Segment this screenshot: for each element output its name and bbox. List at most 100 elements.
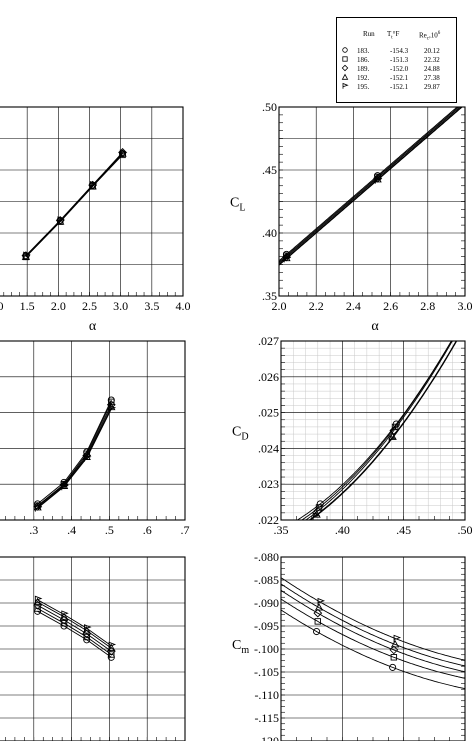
legend-run: 195. bbox=[357, 83, 370, 91]
circle-marker bbox=[83, 636, 91, 644]
x-tick-label: .7 bbox=[181, 523, 190, 537]
y-tick-label: -.080 bbox=[254, 550, 279, 564]
diamond-marker bbox=[106, 400, 116, 410]
x-axis-label: α bbox=[371, 319, 379, 334]
legend-tt: -151.3 bbox=[390, 56, 409, 64]
legend-tt: -154.3 bbox=[390, 47, 409, 55]
x-axis-label: α bbox=[89, 319, 97, 334]
legend-row: 189. -152.0 24.88 bbox=[341, 64, 454, 73]
diamond-marker bbox=[82, 629, 92, 639]
x-tick-label: 4.0 bbox=[176, 299, 191, 313]
series-line bbox=[301, 341, 453, 520]
y-tick-label: -.120 bbox=[254, 734, 279, 741]
triangle-marker bbox=[82, 626, 91, 634]
x-tick-label: .50 bbox=[458, 523, 473, 537]
circle-marker bbox=[34, 607, 42, 615]
legend-rec: 29.87 bbox=[424, 83, 440, 91]
y-tick-label: -.085 bbox=[254, 573, 279, 587]
series-line bbox=[305, 341, 453, 520]
y-tick-label: .026 bbox=[258, 370, 279, 384]
y-axis-label-sub: m bbox=[241, 645, 249, 656]
square-marker bbox=[390, 654, 398, 661]
y-tick-label: -.100 bbox=[254, 642, 279, 656]
square-marker bbox=[391, 423, 399, 431]
x-tick-label: 3.5 bbox=[144, 299, 159, 313]
flag-marker bbox=[61, 482, 69, 491]
y-tick-label: .023 bbox=[258, 477, 279, 491]
y-tick-label: .025 bbox=[258, 406, 279, 420]
series-line bbox=[309, 341, 458, 520]
series-line bbox=[37, 401, 112, 507]
x-tick-label: 1.5 bbox=[20, 299, 35, 313]
y-tick-label: .024 bbox=[258, 441, 279, 455]
series-line bbox=[37, 599, 112, 647]
diamond-marker bbox=[389, 645, 399, 655]
chart-panel-cm_vs_cl_right: -.080 -.085 -.090 -.095 -.100 -.105 -.110 -.115… bbox=[232, 550, 466, 741]
legend-tt: -152.0 bbox=[390, 65, 409, 73]
series-line bbox=[281, 589, 465, 673]
chart-panel-cd_vs_cl_right: .35 .40 .45 .50 .022 .023 .024 .025 .026 .027 CD bbox=[232, 334, 473, 537]
square-marker-icon bbox=[341, 55, 349, 65]
triangle-marker bbox=[107, 643, 116, 652]
series-line bbox=[279, 107, 460, 263]
series-line bbox=[37, 404, 112, 507]
legend-header-run: Run bbox=[363, 30, 375, 38]
series-line bbox=[279, 107, 458, 262]
x-tick-label: .2 bbox=[0, 523, 1, 537]
legend-header-rec: Rec,106 bbox=[419, 31, 441, 42]
diamond-marker bbox=[106, 646, 116, 656]
legend-rec: 22.32 bbox=[424, 56, 440, 64]
x-tick-label: 2.4 bbox=[346, 299, 361, 313]
y-tick-label: -.105 bbox=[254, 665, 279, 679]
diamond-marker bbox=[389, 426, 399, 435]
legend-run: 189. bbox=[357, 65, 370, 73]
x-tick-label: 2.5 bbox=[82, 299, 97, 313]
series-line bbox=[308, 341, 457, 520]
legend-header: Run Tt°F Rec,106 bbox=[347, 30, 454, 42]
series-line bbox=[279, 107, 463, 265]
y-axis-label: Cm bbox=[232, 638, 249, 656]
triangle-marker-icon bbox=[341, 73, 349, 83]
flag-marker bbox=[23, 251, 31, 260]
series-line bbox=[281, 609, 465, 690]
flag-marker bbox=[108, 404, 117, 413]
x-tick-label: .35 bbox=[274, 523, 289, 537]
flag-marker bbox=[283, 254, 292, 263]
series-line bbox=[37, 604, 112, 652]
legend-box: Run Tt°F Rec,106 183. -154.3 20.12 186. … bbox=[336, 17, 457, 103]
diamond-marker bbox=[33, 600, 42, 610]
x-tick-label: 2.0 bbox=[272, 299, 287, 313]
series-line bbox=[296, 341, 452, 520]
circle-marker bbox=[389, 663, 397, 671]
y-tick-label: .50 bbox=[262, 100, 277, 114]
legend-row: 192. -152.1 27.38 bbox=[341, 73, 454, 83]
circle-marker-icon bbox=[341, 46, 349, 56]
chart-panel-cd_vs_cl_left: .2 .3 .4 .5 .6 .7 bbox=[0, 340, 190, 537]
x-tick-label: 2.0 bbox=[0, 299, 4, 313]
x-tick-label: .45 bbox=[396, 523, 411, 537]
flag-marker bbox=[317, 597, 326, 606]
legend-run: 192. bbox=[357, 74, 370, 82]
y-axis-label: CD bbox=[232, 425, 249, 443]
series-line bbox=[281, 583, 465, 667]
circle-marker bbox=[60, 622, 68, 630]
legend-rec: 24.88 bbox=[424, 65, 440, 73]
series-line bbox=[37, 399, 112, 505]
y-tick-label: .35 bbox=[262, 289, 277, 303]
y-tick-label: -.115 bbox=[254, 711, 279, 725]
series-line bbox=[37, 601, 112, 649]
square-marker bbox=[314, 618, 321, 625]
flag-marker bbox=[393, 634, 402, 643]
legend-header-tt: Tt°F bbox=[387, 30, 400, 41]
chart-panel-cl_vs_alpha_right: 2.0 2.2 2.4 2.6 2.8 3.0 .35 .40 .45 .50 α CL bbox=[230, 100, 473, 334]
x-tick-label: 2.2 bbox=[309, 299, 324, 313]
y-tick-label: .027 bbox=[258, 334, 279, 348]
circle-marker bbox=[107, 653, 115, 661]
series-line bbox=[281, 577, 465, 661]
legend-rec: 20.12 bbox=[424, 47, 440, 55]
plot-frame bbox=[0, 340, 186, 521]
series-line bbox=[37, 610, 112, 658]
plot-frame bbox=[280, 340, 466, 521]
series-line bbox=[279, 107, 463, 266]
triangle-marker bbox=[33, 597, 42, 606]
